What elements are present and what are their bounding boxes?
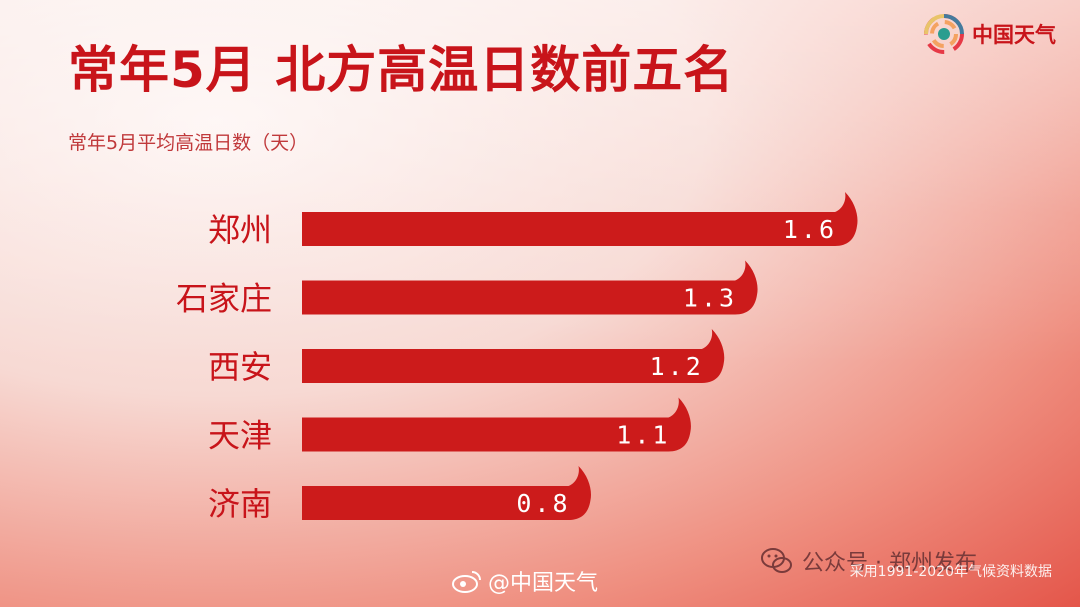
bar <box>302 260 758 315</box>
value-label: 0.8 <box>516 489 570 518</box>
category-label: 石家庄 <box>176 280 272 318</box>
category-label: 天津 <box>208 417 272 455</box>
data-source-note: 采用1991-2020年气候资料数据 <box>849 564 1052 580</box>
weibo-icon <box>452 571 481 593</box>
bar <box>302 397 691 452</box>
category-label: 郑州 <box>208 211 272 249</box>
wechat-icon <box>761 548 792 573</box>
pinwheel-logo-icon <box>924 14 964 54</box>
value-label: 1.6 <box>783 215 837 244</box>
wechat-watermark: 公众号 · 郑州发布 <box>760 545 977 577</box>
weibo-handle: @中国天气 <box>488 571 599 596</box>
logo-text: 中国天气 <box>972 23 1056 47</box>
brand-logo: 中国天气 <box>924 14 1056 54</box>
chart-subtitle: 常年5月平均高温日数（天） <box>68 132 309 154</box>
chart-title: 常年5月 北方高温日数前五名 <box>68 41 735 99</box>
value-label: 1.3 <box>683 284 737 313</box>
bar <box>302 192 858 246</box>
bar <box>302 466 591 520</box>
wechat-account: 公众号 · 郑州发布 <box>802 551 977 576</box>
value-label: 1.1 <box>616 421 670 450</box>
value-label: 1.2 <box>650 352 704 381</box>
weibo-watermark: @中国天气 <box>452 565 598 597</box>
category-label: 西安 <box>208 348 272 386</box>
category-label: 济南 <box>208 485 272 523</box>
bar <box>302 329 725 383</box>
